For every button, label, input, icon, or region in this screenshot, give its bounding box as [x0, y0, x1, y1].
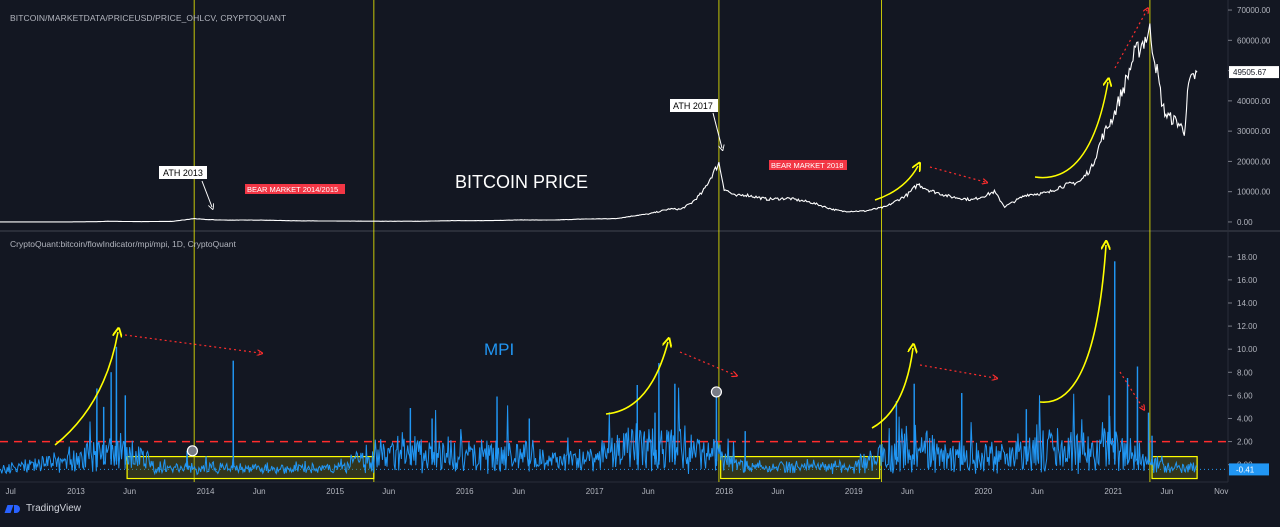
mpi-yellow-arrow-2017	[605, 342, 668, 415]
mpi-axis-tick-label: 16.00	[1237, 276, 1258, 285]
time-axis-tick-label: Jun	[1160, 487, 1173, 496]
tradingview-logo[interactable]: TradingView	[6, 503, 81, 514]
mpi-axis-tick-label: 4.00	[1237, 414, 1253, 423]
ath-2017-callout: ATH 2017	[670, 99, 722, 148]
bear-market-2018-badge	[769, 160, 847, 170]
time-axis-tick-label: Jun	[1031, 487, 1044, 496]
ath-2013-label: ATH 2013	[163, 168, 203, 178]
mpi-pane-title: MPI	[484, 340, 514, 359]
price-axis-tick-label: 30000.00	[1237, 127, 1271, 136]
time-axis-tick-label: 2018	[715, 487, 733, 496]
time-axis-tick-label: Jun	[642, 487, 655, 496]
mpi-axis-tick-label: 8.00	[1237, 368, 1253, 377]
bear-market-2014-badge	[245, 184, 345, 194]
time-axis-tick-label: Jun	[253, 487, 266, 496]
mpi-symbol-label[interactable]: CryptoQuant:bitcoin/flowIndicator/mpi/mp…	[10, 239, 236, 249]
price-yellow-arrow-2019	[874, 166, 918, 201]
tradingview-brand: TradingView	[26, 503, 82, 514]
last-price-label: 49505.67	[1233, 68, 1267, 77]
last-price-badge	[1229, 66, 1279, 79]
ath-2013-callout: ATH 2013	[159, 166, 212, 207]
mpi-circle-marker	[710, 386, 723, 398]
time-axis-tick-label: Jun	[123, 487, 136, 496]
price-axis-tick-label: 40000.00	[1237, 97, 1271, 106]
price-series-line	[0, 23, 1198, 223]
time-axis-tick-label: 2016	[456, 487, 474, 496]
price-axis-tick-label: 10000.00	[1237, 188, 1271, 197]
mpi-axis-tick-label: 12.00	[1237, 322, 1258, 331]
price-pane-title: BITCOIN PRICE	[455, 172, 588, 192]
time-axis-tick-label: 2015	[326, 487, 344, 496]
mpi-yellow-arrow-2019	[871, 348, 913, 429]
mpi-axis-tick-label: 6.00	[1237, 391, 1253, 400]
time-axis-tick-label: Jul	[6, 487, 16, 496]
mpi-yellow-arrow-2021	[1039, 245, 1106, 403]
ath-2017-label: ATH 2017	[673, 101, 713, 111]
series-layer	[0, 23, 1198, 476]
time-axis-tick-label: 2017	[586, 487, 604, 496]
time-axis-tick-label: Jun	[382, 487, 395, 496]
price-axis-tick-label: 60000.00	[1237, 36, 1271, 45]
time-axis-tick-label: 2013	[67, 487, 85, 496]
time-axis-tick-label: Jun	[512, 487, 525, 496]
time-axis-tick-label: Jun	[771, 487, 784, 496]
mpi-line	[0, 261, 1198, 476]
price-axis-tick-label: 70000.00	[1237, 6, 1271, 15]
ath-2017-box	[670, 99, 718, 112]
mpi-series	[0, 261, 1198, 476]
axes-layer: 0.0010000.0020000.0030000.0040000.005000…	[6, 6, 1279, 496]
ath-2013-arrow	[201, 180, 212, 207]
mpi-red-arrow-2019	[919, 364, 995, 378]
price-symbol-label[interactable]: BITCOIN/MARKETDATA/PRICEUSD/PRICE_OHLCV,…	[10, 13, 287, 23]
tradingview-icon	[6, 504, 22, 514]
price-red-arrow-2021	[1114, 10, 1147, 69]
time-axis-tick-label: Nov	[1214, 487, 1228, 496]
mpi-last-value-label: -0.41	[1236, 465, 1255, 474]
time-axis-tick-label: Jun	[901, 487, 914, 496]
price-yellow-arrow-2020	[1034, 82, 1108, 179]
time-axis-tick-label: 2020	[974, 487, 992, 496]
time-axis-tick-label: 2021	[1104, 487, 1122, 496]
mpi-axis-tick-label: 18.00	[1237, 253, 1258, 262]
price-axis-tick-label: 20000.00	[1237, 157, 1271, 166]
ath-2017-arrow	[712, 112, 722, 148]
mpi-axis-tick-label: 14.00	[1237, 299, 1258, 308]
ath-2013-box	[159, 166, 207, 179]
mpi-red-arrow-2017	[679, 351, 735, 375]
price-axis-tick-label: 0.00	[1237, 218, 1253, 227]
mpi-axis-tick-label: 2.00	[1237, 438, 1253, 447]
time-axis-tick-label: 2019	[845, 487, 863, 496]
mpi-circle-marker	[186, 445, 199, 457]
mpi-red-arrow-2013	[124, 334, 260, 353]
price-red-arrow-2019	[929, 166, 985, 182]
bear-market-2014-label: BEAR MARKET 2014/2015	[247, 185, 338, 194]
mpi-last-value-badge	[1229, 463, 1269, 476]
panes-layer	[0, 0, 1280, 483]
mpi-red-arrow-2021	[1119, 371, 1143, 408]
annotation-layer: BITCOIN PRICE ATH 2013 ATH 2017 BEAR MARKET…	[54, 10, 1147, 457]
bear-market-2018-label: BEAR MARKET 2018	[771, 161, 843, 170]
time-axis-tick-label: 2014	[197, 487, 215, 496]
mpi-yellow-arrow-2013	[54, 332, 118, 446]
mpi-axis-tick-label: 10.00	[1237, 345, 1258, 354]
